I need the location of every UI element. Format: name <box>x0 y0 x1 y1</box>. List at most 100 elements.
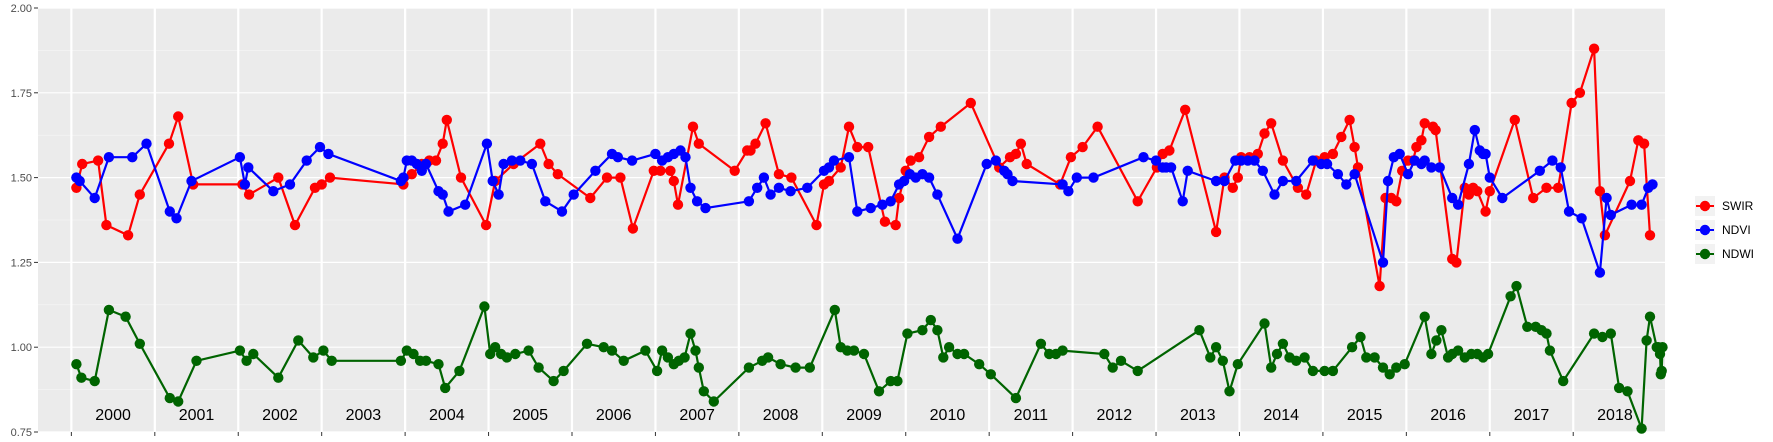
swir-point <box>441 114 452 126</box>
swir-point <box>750 138 761 149</box>
swir-point <box>1566 97 1577 109</box>
ndwi-point <box>1099 348 1110 360</box>
ndvi-point <box>1177 196 1188 207</box>
ndvi-point <box>650 148 661 160</box>
ndvi-point <box>1469 124 1481 136</box>
swir-point <box>1077 141 1088 153</box>
swir-point <box>437 138 448 149</box>
ndwi-point <box>1355 331 1366 343</box>
ndvi-point <box>323 148 334 160</box>
ndwi-point <box>606 345 618 356</box>
ndvi-point <box>239 179 251 190</box>
swir-point <box>92 155 104 166</box>
swir-point <box>1266 118 1277 129</box>
swir-point <box>455 172 467 183</box>
ndwi-point <box>698 386 709 397</box>
series-swir <box>71 43 1656 292</box>
ndvi-point <box>1394 148 1405 160</box>
ndwi-point <box>1558 375 1569 387</box>
ndvi-point <box>1165 162 1177 173</box>
ndwi-point <box>1641 335 1652 346</box>
ndvi-point <box>898 175 910 187</box>
ndwi-point <box>656 345 668 356</box>
swir-point <box>535 138 546 149</box>
ndvi-point <box>1071 172 1083 183</box>
swir-point <box>1010 148 1022 160</box>
swir-point <box>852 141 863 153</box>
ndwi-point <box>1436 325 1447 336</box>
y-tick-label: 0.75 <box>11 427 32 439</box>
ndvi-point <box>885 196 896 207</box>
ndvi-point <box>1377 257 1389 268</box>
ndvi-point <box>127 152 138 163</box>
ndwi-point <box>1399 359 1410 370</box>
ndwi-point <box>1384 369 1395 380</box>
ndwi-point <box>308 352 319 363</box>
series-ndwi <box>71 280 1668 434</box>
ndvi-point <box>1547 155 1558 166</box>
ndvi-point <box>1555 162 1566 173</box>
swir-point <box>1509 114 1521 126</box>
ndvi-point <box>1249 155 1260 166</box>
swir-point <box>1015 138 1027 149</box>
swir-point <box>1232 172 1244 183</box>
ndwi-point <box>1132 365 1143 377</box>
ndwi-point <box>420 355 432 366</box>
y-tick-label: 1.25 <box>11 257 32 269</box>
ndvi-point <box>626 155 638 166</box>
swir-point <box>1644 230 1656 241</box>
ndvi-point <box>923 172 935 183</box>
ndvi-point <box>1447 192 1458 204</box>
ndvi-point <box>1452 199 1464 210</box>
legend-item-ndwi: NDWI <box>1695 244 1754 264</box>
ndvi-point <box>443 206 454 217</box>
ndvi-point <box>1601 192 1612 204</box>
ndwi-point <box>1107 362 1118 373</box>
ndwi-point <box>693 362 704 373</box>
ndwi-point <box>762 352 774 363</box>
ndvi-point <box>498 158 509 170</box>
ndwi-point <box>1057 345 1068 356</box>
ndwi-point <box>318 345 329 356</box>
swir-point <box>1553 182 1564 193</box>
ndwi-point <box>1605 328 1617 339</box>
ndwi-point <box>523 345 534 356</box>
ndwi-point <box>892 375 903 387</box>
year-label: 2007 <box>679 407 715 424</box>
ndwi-point <box>685 328 696 339</box>
swir-point <box>879 216 891 227</box>
y-tick-label: 1.50 <box>11 173 32 185</box>
ndvi-point <box>765 189 776 200</box>
ndvi-point <box>612 152 624 163</box>
year-label: 2000 <box>95 407 131 424</box>
y-tick-label: 1.00 <box>11 342 32 354</box>
swir-point <box>273 172 284 183</box>
ndvi-point <box>1307 155 1319 166</box>
ndwi-point <box>408 348 419 360</box>
ndwi-point <box>1210 342 1222 353</box>
ndvi-point <box>103 152 115 163</box>
ndwi-point <box>708 396 719 407</box>
swir-point <box>480 219 492 231</box>
swir-point <box>316 179 327 190</box>
ndvi-point <box>493 189 504 200</box>
ndvi-point <box>234 152 246 163</box>
swir-point <box>835 162 846 173</box>
year-label: 2002 <box>262 407 298 424</box>
ndvi-point <box>1480 148 1491 160</box>
ndvi-point <box>515 155 526 166</box>
swir-point <box>905 155 916 166</box>
swir-point <box>1430 124 1441 136</box>
ndwi-point <box>1291 355 1302 366</box>
legend-label: NDWI <box>1722 247 1754 261</box>
ndwi-point <box>679 352 690 363</box>
ndvi-point <box>164 206 175 217</box>
legend: SWIR NDVI NDWI <box>1695 196 1754 264</box>
swir-point <box>1344 114 1355 126</box>
swir-point <box>1484 186 1496 197</box>
ndwi-point <box>804 362 815 373</box>
ndwi-point <box>1205 352 1216 363</box>
swir-point <box>786 172 797 183</box>
ndwi-point <box>943 342 955 353</box>
ndvi-point <box>1088 172 1099 183</box>
